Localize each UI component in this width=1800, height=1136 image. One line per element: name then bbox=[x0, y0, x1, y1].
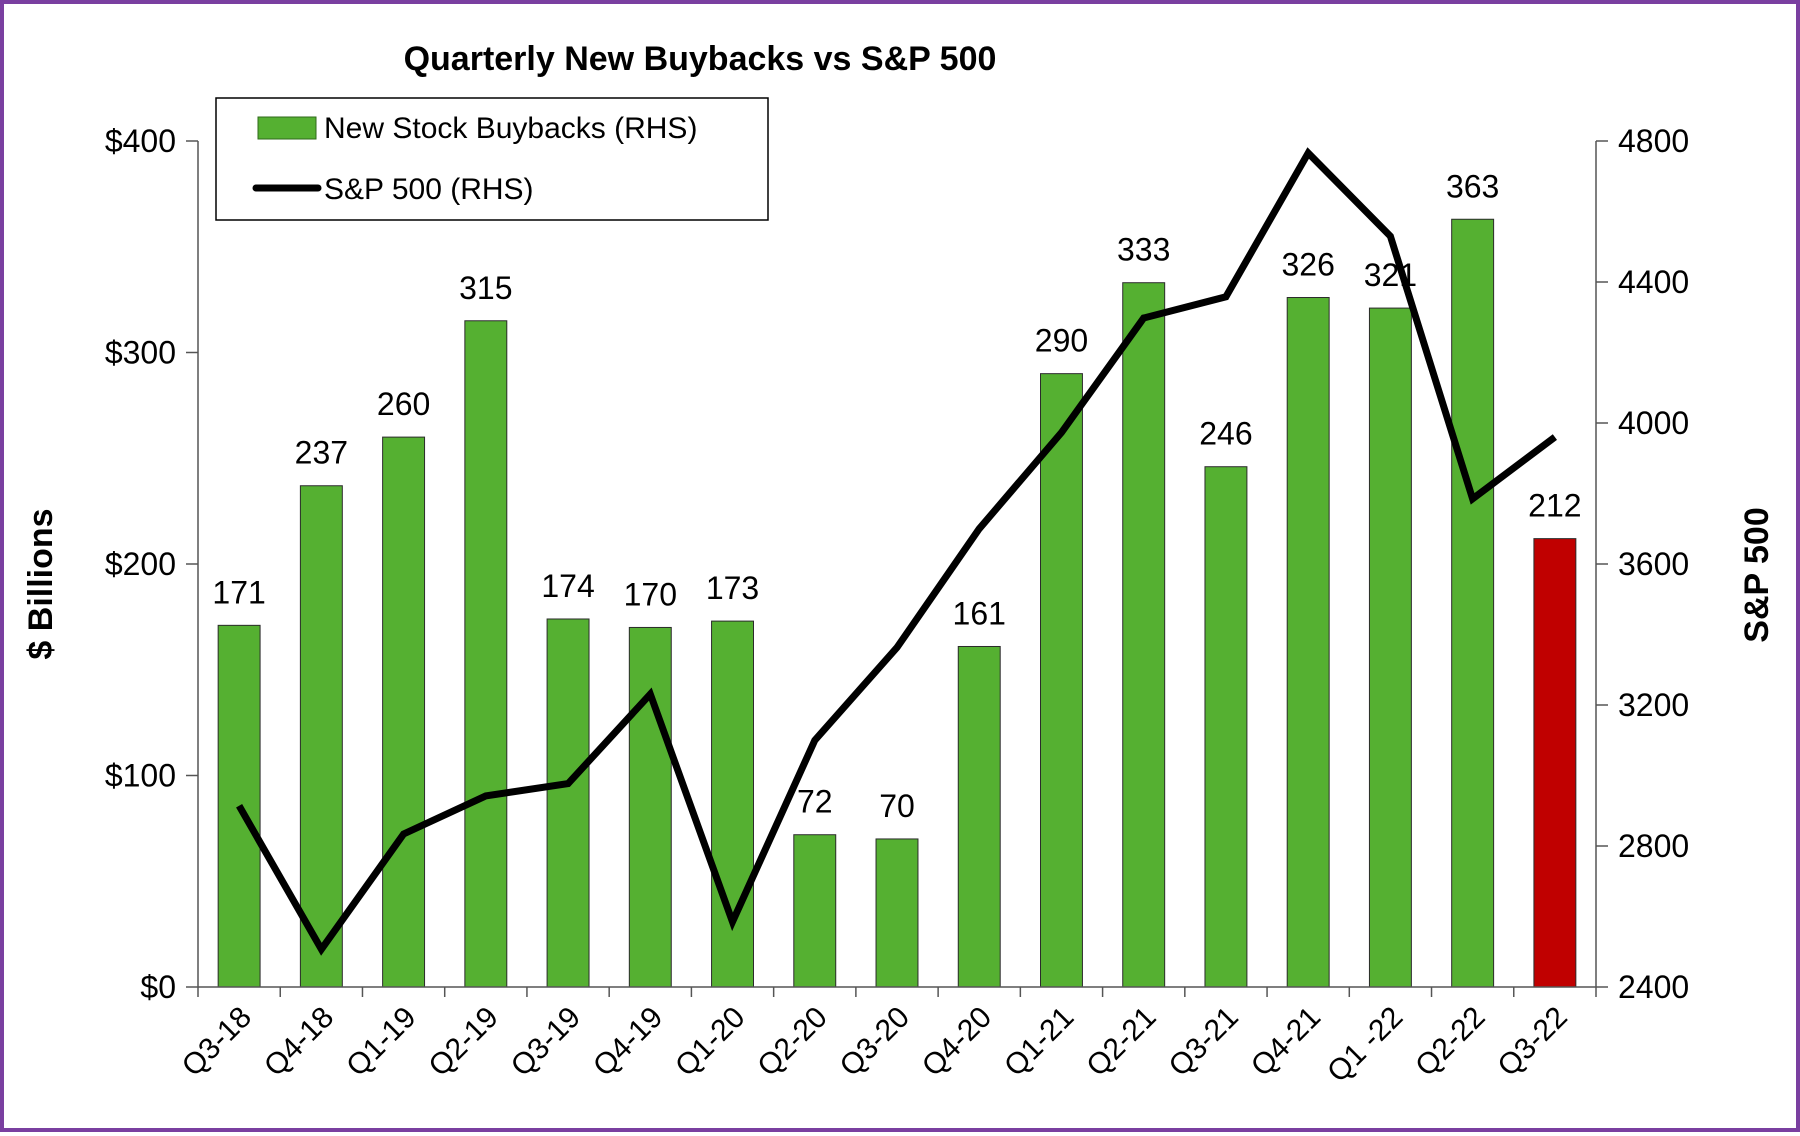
y-left-tick-label: $300 bbox=[105, 335, 176, 371]
data-label-q3-21: 246 bbox=[1199, 416, 1252, 452]
y-right-tick-label: 3600 bbox=[1618, 546, 1689, 582]
x-tick-label-q4-19: Q4-19 bbox=[587, 1001, 669, 1083]
bar-q4-20 bbox=[957, 645, 1001, 988]
data-label-q2-20: 72 bbox=[797, 784, 833, 820]
x-tick-label-q3-21: Q3-21 bbox=[1163, 1001, 1245, 1083]
data-label-q4-18: 237 bbox=[295, 435, 348, 471]
chart-title: Quarterly New Buybacks vs S&P 500 bbox=[404, 40, 997, 78]
data-label-q4-19: 170 bbox=[624, 576, 677, 612]
bar-q3-19 bbox=[546, 618, 590, 988]
x-tick-label-q2-19: Q2-19 bbox=[422, 1001, 504, 1083]
chart: Quarterly New Buybacks vs S&P 500 $ Bill… bbox=[22, 40, 1776, 1089]
bar-q1-21 bbox=[1040, 373, 1083, 988]
x-tick-label-q2-20: Q2-20 bbox=[751, 1001, 833, 1083]
data-label-q2-22: 363 bbox=[1446, 168, 1499, 204]
y-right-tick-label: 4800 bbox=[1618, 123, 1689, 159]
bar-q4-18 bbox=[299, 485, 343, 988]
x-tick-label-q4-20: Q4-20 bbox=[916, 1001, 998, 1083]
data-label-q3-19: 174 bbox=[541, 568, 594, 604]
category-labels-layer: Q3-18 Q4-18 Q1-19 Q2-19 Q3-19 Q4-19 Q1-20 Q2-20… bbox=[176, 1001, 1574, 1089]
y-right-tick-label: 4000 bbox=[1618, 405, 1689, 441]
data-label-q3-22: 212 bbox=[1528, 488, 1581, 524]
legend-swatch-buybacks bbox=[257, 116, 317, 140]
bar-q1-20 bbox=[711, 620, 754, 988]
y-right-tick-label: 3200 bbox=[1618, 687, 1689, 723]
bar-q2-20 bbox=[793, 834, 837, 988]
x-tick-label-q3-19: Q3-19 bbox=[505, 1001, 587, 1083]
data-label-q1-20: 173 bbox=[706, 570, 759, 606]
y-axis-right-title: S&P 500 bbox=[1738, 507, 1776, 642]
data-label-q3-20: 70 bbox=[879, 788, 915, 824]
bar-q4-19 bbox=[628, 626, 672, 988]
data-label-q1-19: 260 bbox=[377, 386, 430, 422]
data-labels-layer: 171 237 260 315 174 170 173 72 70 161 290 333 246 326… bbox=[212, 168, 1581, 824]
x-tick-label-q1-20: Q1-20 bbox=[669, 1001, 751, 1083]
y-right-tick-label: 2800 bbox=[1618, 828, 1689, 864]
y-left-tick-label: $400 bbox=[105, 123, 176, 159]
x-tick-label-q3-22: Q3-22 bbox=[1492, 1001, 1574, 1083]
x-tick-label-q1-19: Q1-19 bbox=[340, 1001, 422, 1083]
bar-q3-22 bbox=[1533, 538, 1577, 988]
legend-label-sp500: S&P 500 (RHS) bbox=[324, 173, 534, 206]
x-tick-label-q3-20: Q3-20 bbox=[834, 1001, 916, 1083]
data-label-q2-19: 315 bbox=[459, 270, 512, 306]
x-tick-label-q3-18: Q3-18 bbox=[176, 1001, 258, 1083]
data-label-q1-21: 290 bbox=[1035, 323, 1088, 359]
data-label-q2-21: 333 bbox=[1117, 232, 1170, 268]
bar-q4-21 bbox=[1286, 297, 1330, 988]
legend-label-buybacks: New Stock Buybacks (RHS) bbox=[324, 112, 697, 145]
x-tick-label-q4-21: Q4-21 bbox=[1245, 1001, 1327, 1083]
axes-layer: $0 $100 $200 $300 $400 2400 2800 3200 3600 4000 44… bbox=[105, 123, 1689, 1005]
bar-q1-19 bbox=[382, 436, 426, 988]
x-tick-label-q4-18: Q4-18 bbox=[258, 1001, 340, 1083]
bar-q1-22 bbox=[1368, 307, 1412, 988]
data-label-q4-20: 161 bbox=[953, 595, 1006, 631]
bar-q2-19 bbox=[464, 320, 508, 988]
legend: New Stock Buybacks (RHS) S&P 500 (RHS) bbox=[215, 97, 769, 221]
y-left-tick-label: $0 bbox=[140, 969, 176, 1005]
bar-q3-20 bbox=[875, 838, 919, 988]
sp500-line-layer bbox=[236, 147, 1557, 956]
x-tick-label-q2-22: Q2-22 bbox=[1409, 1001, 1491, 1083]
x-tick-label-q1-22: Q1 -22 bbox=[1321, 1001, 1409, 1089]
x-tick-label-q2-21: Q2-21 bbox=[1080, 1001, 1162, 1083]
y-left-tick-label: $200 bbox=[105, 546, 176, 582]
data-label-q4-21: 326 bbox=[1281, 247, 1334, 283]
x-tick-label-q1-21: Q1-21 bbox=[998, 1001, 1080, 1083]
y-right-tick-label: 4400 bbox=[1618, 264, 1689, 300]
bars-layer bbox=[217, 218, 1577, 988]
y-left-tick-label: $100 bbox=[105, 758, 176, 794]
bar-q2-22 bbox=[1451, 218, 1495, 988]
bar-q2-21 bbox=[1122, 282, 1166, 988]
y-axis-left-title: $ Billions bbox=[22, 508, 60, 659]
sp500-line bbox=[236, 147, 1557, 956]
bar-q3-21 bbox=[1204, 466, 1248, 988]
data-label-q3-18: 171 bbox=[212, 574, 265, 610]
y-right-tick-label: 2400 bbox=[1618, 969, 1689, 1005]
